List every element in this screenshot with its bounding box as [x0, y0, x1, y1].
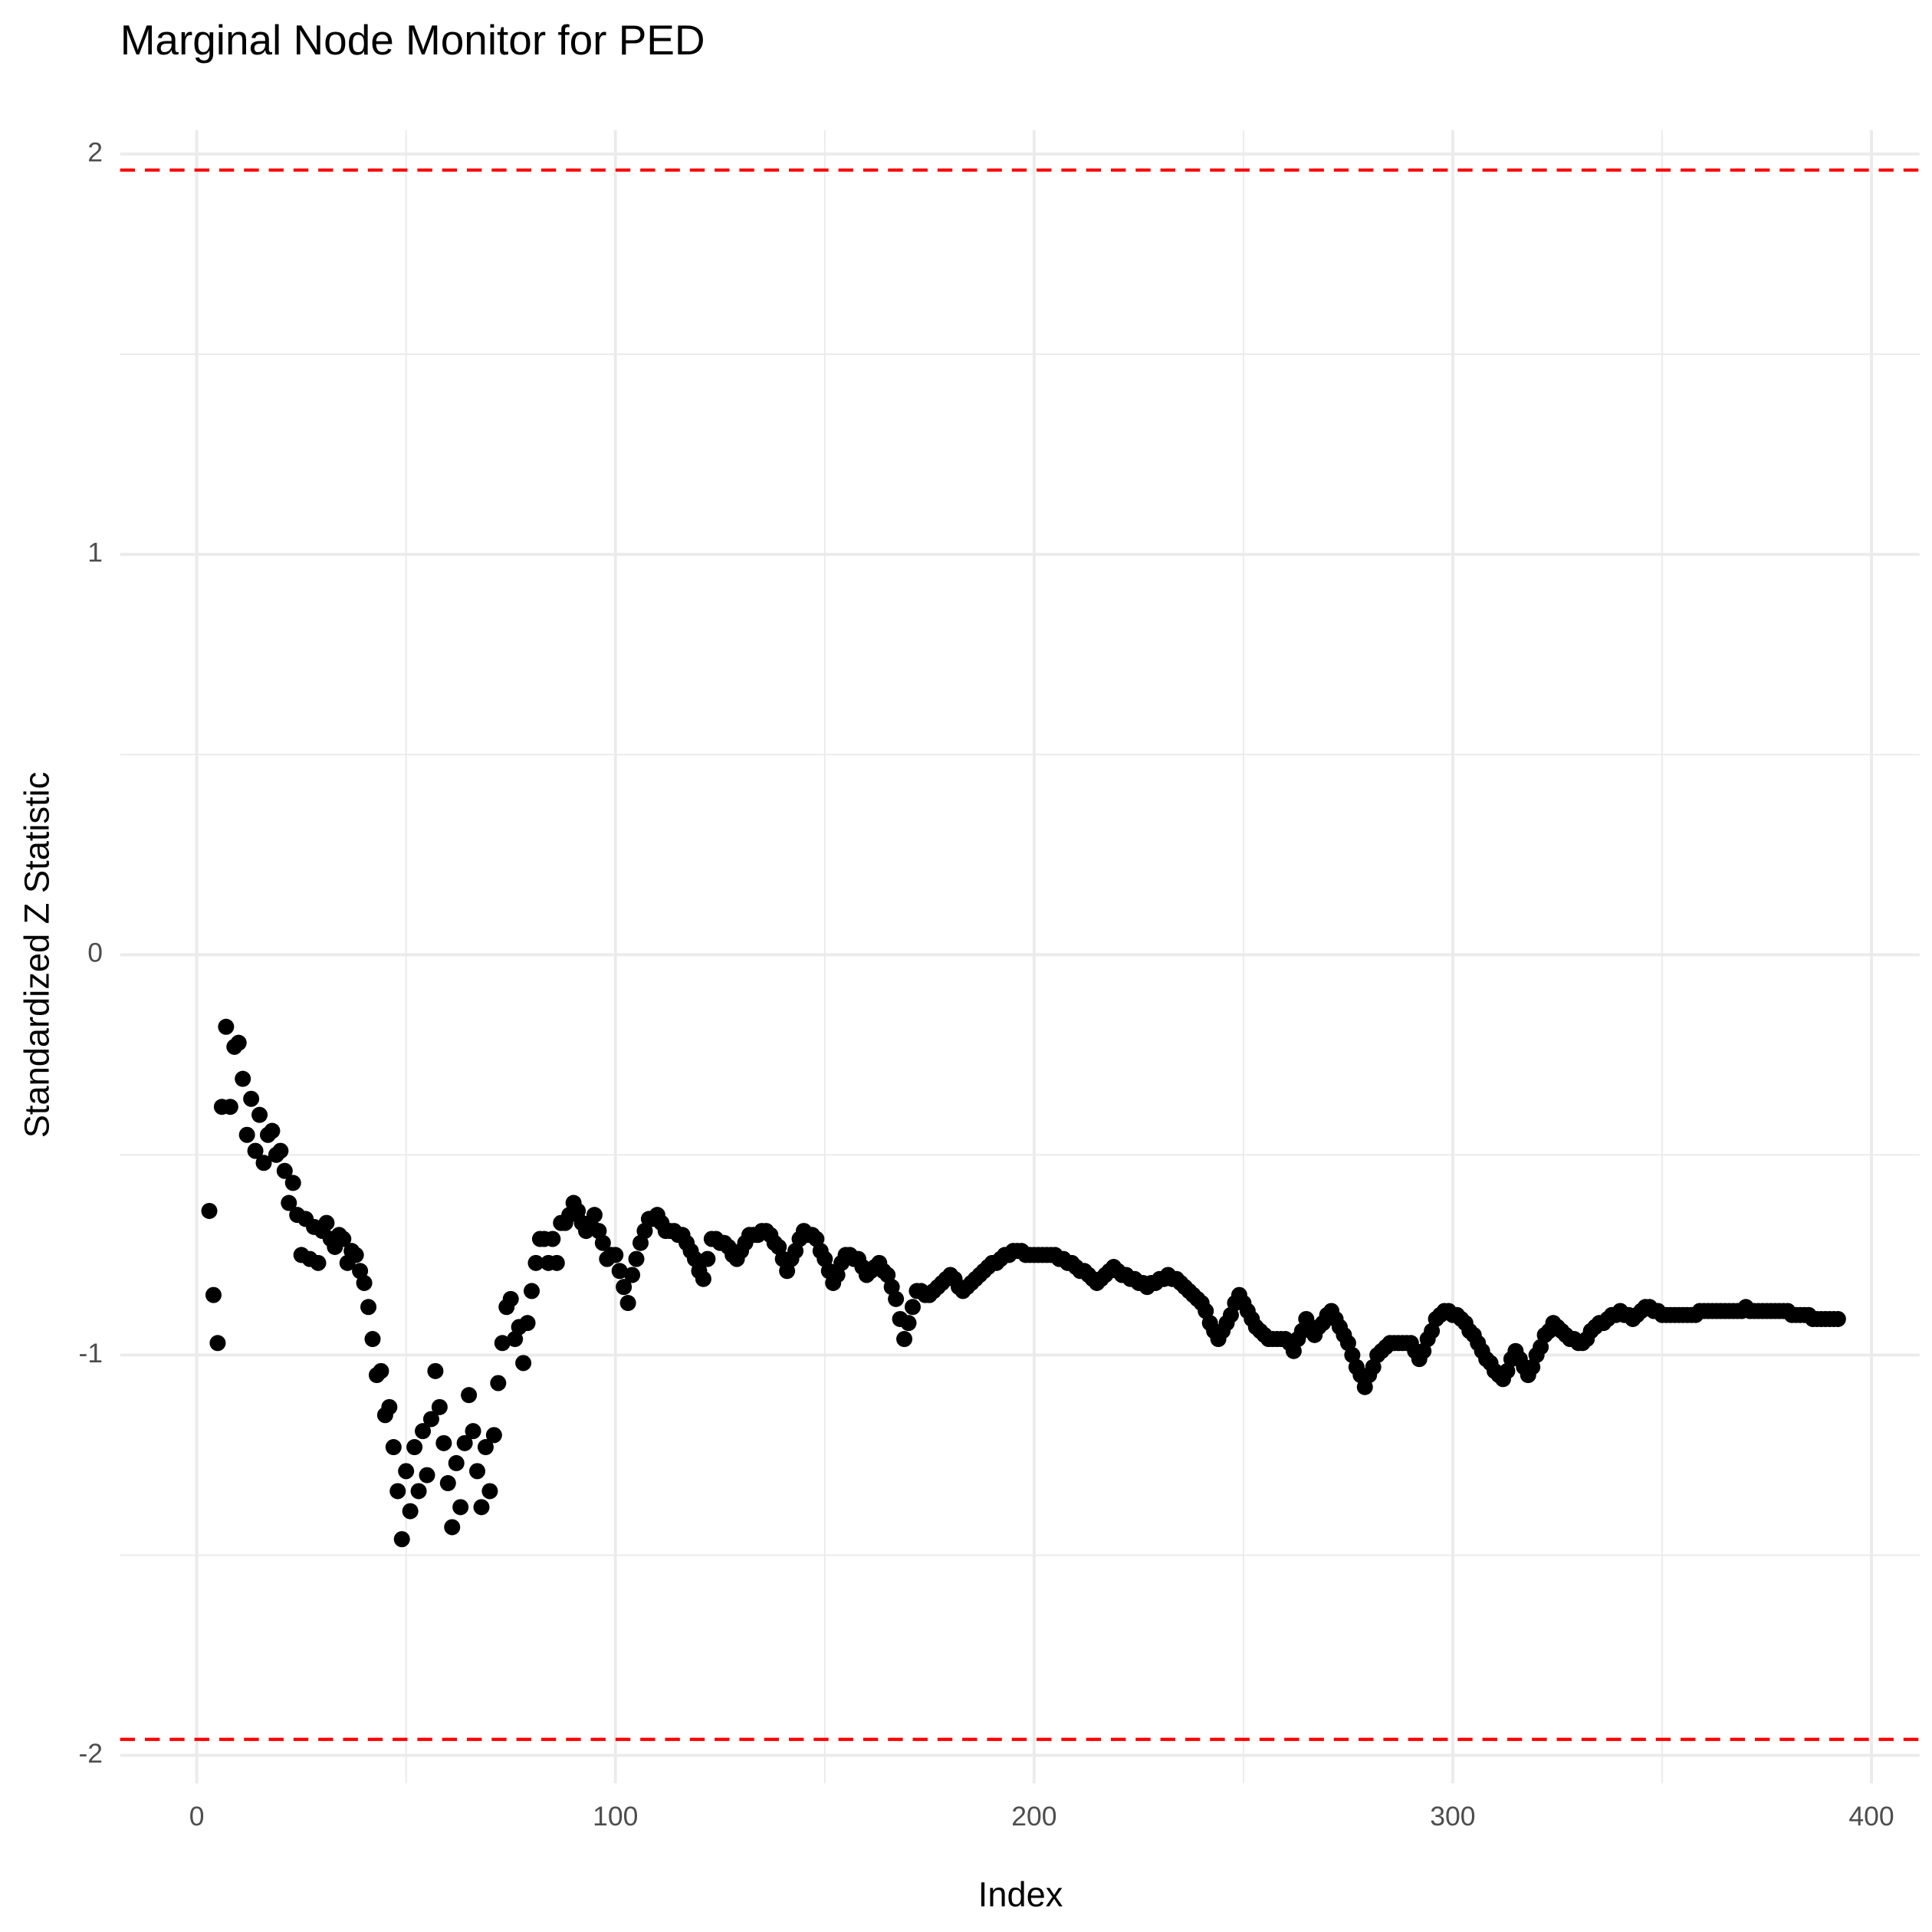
point	[335, 1230, 352, 1247]
chart-title: Marginal Node Monitor for PED	[120, 16, 705, 64]
point	[364, 1331, 381, 1348]
point	[456, 1434, 473, 1451]
point	[699, 1250, 716, 1267]
point	[444, 1519, 461, 1536]
y-tick-label: 0	[87, 938, 103, 968]
point	[888, 1290, 905, 1307]
point	[469, 1463, 486, 1480]
point	[473, 1499, 490, 1516]
point	[524, 1283, 540, 1300]
point	[586, 1207, 603, 1224]
point	[255, 1155, 272, 1171]
x-tick-label: 0	[189, 1801, 205, 1832]
point	[360, 1299, 377, 1316]
point	[481, 1483, 498, 1500]
point	[502, 1290, 519, 1307]
y-tick-label: 2	[87, 136, 103, 167]
point	[900, 1315, 917, 1332]
point	[1829, 1310, 1846, 1327]
point	[448, 1454, 465, 1471]
point	[594, 1234, 611, 1251]
point	[347, 1247, 364, 1263]
point	[264, 1122, 281, 1139]
x-tick-label: 200	[1011, 1801, 1056, 1832]
x-tick-label: 100	[593, 1801, 638, 1832]
point	[218, 1018, 235, 1035]
point	[318, 1214, 335, 1231]
point	[276, 1162, 293, 1179]
point	[356, 1274, 373, 1291]
point	[695, 1270, 711, 1287]
point	[422, 1411, 439, 1428]
point	[616, 1279, 632, 1296]
point	[230, 1034, 247, 1051]
point	[235, 1070, 251, 1087]
point	[461, 1387, 478, 1404]
x-axis-title: Index	[978, 1875, 1063, 1914]
x-tick-label: 300	[1430, 1801, 1475, 1832]
point	[439, 1475, 456, 1492]
point	[452, 1499, 469, 1516]
point	[243, 1090, 260, 1107]
grid-layer	[120, 130, 1920, 1784]
y-tick-label: 1	[87, 537, 103, 568]
point	[419, 1467, 435, 1484]
point	[465, 1423, 481, 1440]
point	[201, 1202, 218, 1219]
point	[381, 1398, 398, 1415]
marks-layer	[120, 168, 1920, 1741]
point	[398, 1463, 415, 1480]
point	[431, 1398, 448, 1415]
point	[272, 1142, 289, 1159]
point	[490, 1375, 507, 1392]
point	[519, 1315, 536, 1332]
point	[624, 1267, 641, 1283]
point	[494, 1335, 511, 1352]
point	[284, 1175, 301, 1191]
point	[607, 1247, 624, 1263]
point	[410, 1483, 427, 1500]
point	[628, 1250, 645, 1267]
y-tick-label: -1	[78, 1338, 103, 1368]
point	[389, 1483, 406, 1500]
point	[393, 1531, 410, 1548]
point	[485, 1427, 502, 1444]
point	[527, 1254, 544, 1271]
point	[435, 1434, 452, 1451]
point	[611, 1263, 628, 1280]
point	[373, 1362, 389, 1379]
point	[402, 1503, 419, 1520]
point	[515, 1355, 532, 1372]
point	[209, 1335, 226, 1352]
point	[477, 1439, 494, 1456]
point	[406, 1439, 423, 1456]
point	[251, 1106, 268, 1123]
x-tick-label: 400	[1848, 1801, 1894, 1832]
point	[896, 1331, 913, 1348]
point	[205, 1286, 222, 1303]
point	[544, 1230, 561, 1247]
point	[619, 1295, 636, 1312]
point	[281, 1194, 297, 1211]
point	[548, 1254, 565, 1271]
point	[427, 1362, 444, 1379]
y-axis-title: Standardized Z Statistic	[18, 772, 57, 1138]
point	[247, 1142, 264, 1159]
point	[415, 1423, 432, 1440]
point	[904, 1299, 921, 1316]
y-tick-label: -2	[78, 1738, 103, 1769]
point	[238, 1126, 255, 1143]
point	[385, 1439, 402, 1456]
point	[310, 1254, 327, 1271]
point	[222, 1099, 238, 1116]
